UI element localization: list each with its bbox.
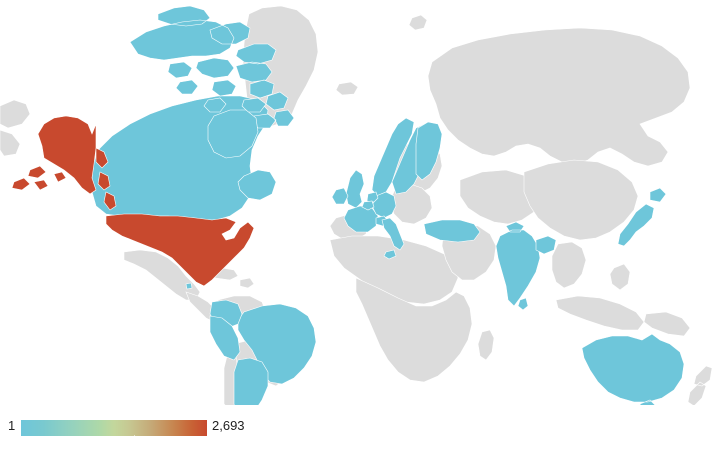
legend-gradient-bar [21, 420, 207, 451]
region-netherlands[interactable] [367, 192, 378, 202]
region-new-zealand[interactable] [688, 366, 712, 405]
region-brazil[interactable] [238, 304, 316, 384]
region-russia[interactable] [428, 28, 690, 166]
world-map[interactable] [0, 0, 726, 405]
region-alaska[interactable] [12, 116, 116, 210]
region-peru[interactable] [210, 316, 240, 360]
region-finland[interactable] [416, 122, 442, 180]
region-central-asia[interactable] [460, 170, 540, 224]
region-canada-arctic[interactable] [130, 6, 294, 128]
region-japan[interactable] [618, 188, 666, 246]
legend-min-label: 1 [8, 418, 16, 433]
region-svalbard[interactable] [409, 15, 427, 30]
region-iceland[interactable] [336, 82, 358, 95]
region-germany[interactable] [372, 192, 396, 218]
region-united-kingdom[interactable] [346, 170, 364, 208]
highlighted-regions-low [92, 6, 684, 405]
world-map-svg[interactable] [0, 0, 726, 405]
region-united-states[interactable] [106, 214, 254, 286]
region-belgium[interactable] [362, 201, 374, 210]
region-turkey[interactable] [424, 220, 480, 242]
color-legend: 1 2,693 [0, 405, 726, 451]
region-kamchatka[interactable] [0, 130, 20, 156]
region-chukotka[interactable] [0, 100, 30, 128]
legend-max-label: 2,693 [212, 418, 245, 433]
region-italy[interactable] [382, 218, 404, 259]
region-indonesia[interactable] [556, 296, 644, 330]
region-philippines[interactable] [610, 264, 630, 290]
region-papua-new-guinea[interactable] [644, 312, 690, 336]
region-baffin-island[interactable] [208, 110, 258, 158]
highlighted-regions-max [12, 116, 254, 286]
region-sri-lanka[interactable] [518, 298, 528, 310]
legend-midpoint-tick [134, 435, 135, 451]
region-india[interactable] [496, 222, 540, 306]
region-southeast-asia[interactable] [552, 242, 586, 288]
region-labrador[interactable] [238, 170, 276, 200]
region-sub-saharan-africa[interactable] [356, 278, 472, 382]
region-argentina[interactable] [234, 358, 268, 405]
region-china[interactable] [524, 160, 638, 240]
region-ireland[interactable] [332, 188, 348, 204]
region-madagascar[interactable] [478, 330, 494, 360]
region-pacific-island[interactable] [186, 283, 192, 289]
region-bangladesh[interactable] [536, 236, 556, 254]
region-australia[interactable] [582, 334, 684, 405]
